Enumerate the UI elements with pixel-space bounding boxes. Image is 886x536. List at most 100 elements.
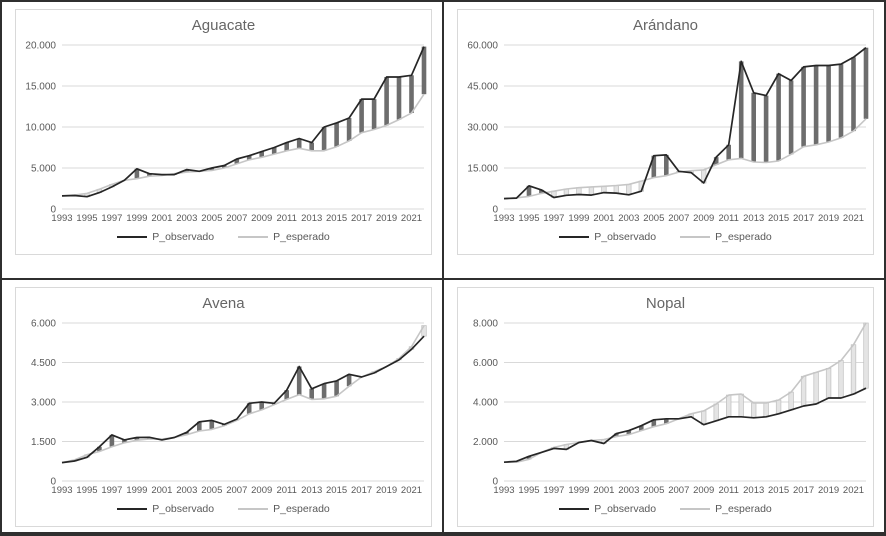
svg-text:30.000: 30.000	[467, 123, 498, 134]
svg-text:1999: 1999	[126, 213, 147, 224]
legend-line-observado-icon	[117, 507, 148, 510]
svg-text:2001: 2001	[593, 213, 614, 224]
svg-text:1999: 1999	[126, 485, 147, 496]
svg-text:15.000: 15.000	[467, 164, 498, 175]
svg-text:2017: 2017	[351, 213, 372, 224]
svg-text:2011: 2011	[276, 485, 296, 496]
svg-text:2001: 2001	[151, 213, 172, 224]
svg-text:2009: 2009	[693, 213, 714, 224]
chart-title: Nopal	[645, 295, 686, 312]
chart-legend: P_observado P_esperado	[458, 496, 873, 526]
svg-text:1995: 1995	[518, 213, 539, 224]
svg-text:15.000: 15.000	[25, 82, 56, 93]
svg-text:0: 0	[492, 205, 498, 216]
chart-legend: P_observado P_esperado	[458, 224, 873, 254]
svg-text:2011: 2011	[718, 485, 738, 496]
chart-card-nopal: Nopal 0 2.000 4.000 6.000 8.000 1993 1995 1997 1…	[457, 287, 874, 527]
svg-text:2003: 2003	[618, 485, 639, 496]
svg-text:2001: 2001	[593, 485, 614, 496]
svg-text:2019: 2019	[376, 213, 397, 224]
chart-canvas-aguacate: 0 5.000 10.000 15.000 20.000 1993 1995 1997 1999…	[25, 41, 427, 224]
chart-panel-nopal: Nopal 0 2.000 4.000 6.000 8.000 1993 1995 1997 1…	[444, 280, 884, 532]
svg-text:1993: 1993	[493, 485, 514, 496]
chart-title: Aguacate	[191, 17, 256, 34]
svg-text:2001: 2001	[151, 485, 172, 496]
chart-canvas-nopal: 0 2.000 4.000 6.000 8.000 1993 1995 1997 1999 200…	[473, 319, 869, 496]
svg-text:2015: 2015	[326, 485, 347, 496]
chart-title: Arándano	[632, 17, 699, 34]
svg-text:1997: 1997	[101, 485, 122, 496]
svg-text:2013: 2013	[301, 485, 322, 496]
chart-title: Avena	[202, 295, 245, 312]
svg-text:2009: 2009	[251, 485, 272, 496]
svg-text:2003: 2003	[618, 213, 639, 224]
svg-text:1997: 1997	[543, 213, 564, 224]
chart-panel-arandano: Arándano 0 15.000 30.000 45.000 60.000 1993 19…	[444, 2, 884, 278]
svg-text:2009: 2009	[693, 485, 714, 496]
svg-text:2015: 2015	[768, 485, 789, 496]
svg-text:0: 0	[50, 477, 56, 488]
svg-text:1999: 1999	[568, 485, 589, 496]
svg-text:2007: 2007	[226, 213, 247, 224]
chart-canvas-arandano: 0 15.000 30.000 45.000 60.000 1993 1995 1997 199…	[467, 41, 869, 224]
chart-card-aguacate: Aguacate 0 5.000 10.000 15.000 20.000 1993 199…	[15, 9, 432, 255]
svg-text:1997: 1997	[543, 485, 564, 496]
svg-text:2021: 2021	[843, 213, 864, 224]
legend-line-esperado-icon	[680, 507, 711, 510]
svg-text:2005: 2005	[643, 485, 664, 496]
legend-line-observado-icon	[559, 235, 590, 238]
svg-text:2007: 2007	[668, 213, 689, 224]
legend-line-esperado-icon	[238, 507, 269, 510]
legend-label-observado: P_observado	[152, 502, 215, 515]
legend-label-esperado: P_esperado	[273, 230, 330, 243]
chart-card-avena: Avena 0 1.500 3.000 4.500 6.000 1993 1995 1997 1…	[15, 287, 432, 527]
svg-text:1995: 1995	[76, 213, 97, 224]
svg-text:2013: 2013	[743, 485, 764, 496]
svg-text:1999: 1999	[568, 213, 589, 224]
svg-text:2009: 2009	[251, 213, 272, 224]
svg-text:10.000: 10.000	[25, 123, 56, 134]
svg-text:2011: 2011	[276, 213, 296, 224]
chart-legend: P_observado P_esperado	[16, 496, 431, 526]
legend-label-esperado: P_esperado	[715, 230, 772, 243]
svg-text:1993: 1993	[493, 213, 514, 224]
svg-text:2021: 2021	[401, 213, 422, 224]
svg-text:60.000: 60.000	[467, 41, 498, 52]
svg-text:4.000: 4.000	[473, 398, 498, 409]
svg-text:2021: 2021	[401, 485, 422, 496]
svg-text:1997: 1997	[101, 213, 122, 224]
svg-text:5.000: 5.000	[31, 164, 56, 175]
svg-text:2.000: 2.000	[473, 437, 498, 448]
svg-text:6.000: 6.000	[473, 358, 498, 369]
svg-text:6.000: 6.000	[31, 319, 56, 330]
svg-text:2005: 2005	[201, 213, 222, 224]
svg-text:45.000: 45.000	[467, 82, 498, 93]
svg-text:3.000: 3.000	[31, 398, 56, 409]
svg-text:2021: 2021	[843, 485, 864, 496]
svg-text:2017: 2017	[351, 485, 372, 496]
chart-plot-area: 0 2.000 4.000 6.000 8.000 1993 1995 1997 1999 200…	[458, 314, 873, 496]
svg-text:2017: 2017	[793, 485, 814, 496]
svg-text:2003: 2003	[176, 485, 197, 496]
svg-text:2005: 2005	[201, 485, 222, 496]
svg-text:2013: 2013	[743, 213, 764, 224]
svg-text:0: 0	[492, 477, 498, 488]
svg-text:1993: 1993	[51, 213, 72, 224]
svg-text:0: 0	[50, 205, 56, 216]
svg-text:2007: 2007	[668, 485, 689, 496]
legend-label-esperado: P_esperado	[273, 502, 330, 515]
chart-card-arandano: Arándano 0 15.000 30.000 45.000 60.000 1993 19…	[457, 9, 874, 255]
legend-label-observado: P_observado	[594, 502, 657, 515]
legend-line-observado-icon	[559, 507, 590, 510]
svg-text:2013: 2013	[301, 213, 322, 224]
legend-label-esperado: P_esperado	[715, 502, 772, 515]
svg-text:4.500: 4.500	[31, 358, 56, 369]
svg-text:2019: 2019	[818, 213, 839, 224]
chart-plot-area: 0 15.000 30.000 45.000 60.000 1993 1995 1997 199…	[458, 36, 873, 224]
svg-text:2019: 2019	[818, 485, 839, 496]
legend-label-observado: P_observado	[594, 230, 657, 243]
svg-text:1995: 1995	[76, 485, 97, 496]
legend-line-observado-icon	[117, 235, 148, 238]
legend-line-esperado-icon	[680, 235, 711, 238]
